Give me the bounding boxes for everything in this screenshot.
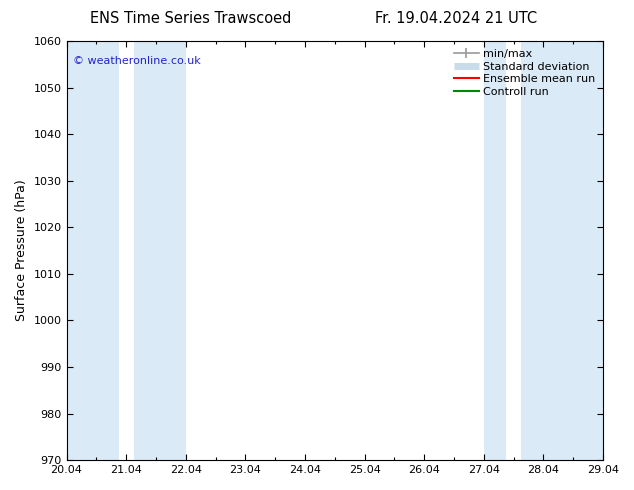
Bar xyxy=(484,41,506,460)
Text: Fr. 19.04.2024 21 UTC: Fr. 19.04.2024 21 UTC xyxy=(375,11,538,26)
Bar xyxy=(67,41,119,460)
Legend: min/max, Standard deviation, Ensemble mean run, Controll run: min/max, Standard deviation, Ensemble me… xyxy=(450,45,600,101)
Y-axis label: Surface Pressure (hPa): Surface Pressure (hPa) xyxy=(15,180,28,321)
Text: © weatheronline.co.uk: © weatheronline.co.uk xyxy=(73,56,201,66)
Text: ENS Time Series Trawscoed: ENS Time Series Trawscoed xyxy=(89,11,291,26)
Bar xyxy=(521,41,603,460)
Bar xyxy=(134,41,186,460)
